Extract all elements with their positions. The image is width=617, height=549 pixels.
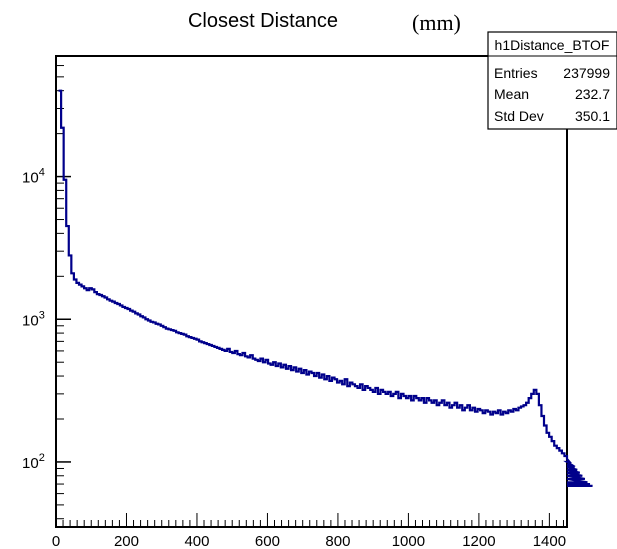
x-tick-label: 200	[114, 533, 139, 549]
stats-box-frame	[487, 31, 617, 130]
x-axis: 0 200 400 600 800 1000 1200 1400	[52, 513, 566, 549]
histogram-series-line	[58, 89, 593, 487]
x-tick-label: 1400	[533, 533, 566, 549]
stats-mean-label: Mean	[494, 86, 529, 102]
chart-title-text: Closest Distance	[188, 10, 338, 32]
x-tick-label: 1200	[462, 533, 495, 549]
y-tick-label: 104	[22, 167, 45, 187]
stats-box-name: h1Distance_BTOF	[495, 37, 610, 53]
x-tick-label: 400	[184, 533, 209, 549]
y-tick-label: 102	[22, 452, 45, 472]
x-tick-label: 600	[255, 533, 280, 549]
chart-title-unit: (mm)	[412, 10, 461, 35]
x-tick-label: 800	[325, 533, 350, 549]
stats-mean-value: 232.7	[575, 86, 610, 102]
y-axis: 102 103 104	[22, 55, 71, 520]
chart-title: Closest Distance (mm)	[188, 10, 461, 35]
stats-entries-label: Entries	[494, 65, 538, 81]
stats-stddev-label: Std Dev	[494, 108, 544, 124]
stats-stddev-value: 350.1	[575, 108, 610, 124]
stats-box: h1Distance_BTOF Entries 237999 Mean 232.…	[487, 31, 617, 130]
stats-entries-value: 237999	[563, 65, 610, 81]
y-tick-label: 103	[22, 309, 45, 329]
histogram-layer	[58, 89, 593, 487]
x-tick-label: 0	[52, 533, 60, 549]
x-tick-label: 1000	[392, 533, 425, 549]
plot-frame	[55, 55, 568, 528]
